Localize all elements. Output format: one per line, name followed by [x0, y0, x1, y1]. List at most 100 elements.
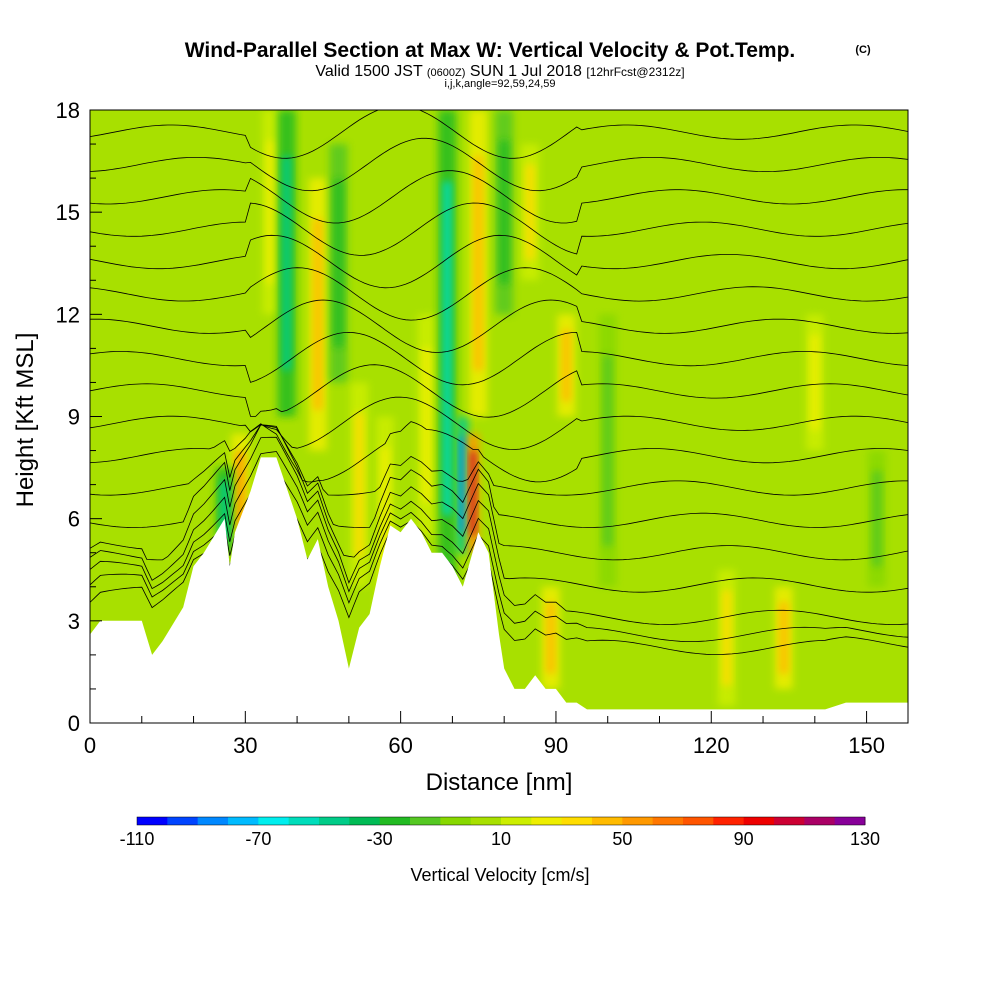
colorbar-swatch [319, 817, 350, 825]
x-tick-label: 120 [693, 733, 730, 758]
valid-prefix: Valid 1500 JST [315, 63, 423, 80]
w-plume-18 [722, 590, 732, 686]
potential-temperature-contours [90, 110, 908, 655]
theta-contour-4 [90, 436, 908, 561]
colorbar-swatch [197, 817, 229, 825]
colorbar-tick-label: -110 [120, 829, 155, 849]
colorbar-swatch [561, 817, 593, 825]
colorbar-swatch [683, 817, 714, 825]
colorbar-tick-label: 90 [734, 829, 754, 849]
valid-utc: (0600Z) [427, 67, 466, 79]
chart-title: Wind-Parallel Section at Max W: Vertical… [185, 39, 796, 62]
colorbar-tick-label: 130 [850, 829, 880, 849]
colorbar-swatch [137, 817, 168, 825]
colorbar-swatch [288, 817, 320, 825]
x-axis-label: Distance [nm] [426, 769, 573, 796]
y-tick-label: 3 [68, 609, 80, 634]
y-tick-label: 6 [68, 507, 80, 532]
w-plume-14 [525, 164, 535, 260]
y-tick-label: 9 [68, 405, 80, 430]
w-plume-12 [473, 155, 483, 371]
w-plume-20 [810, 334, 820, 431]
w-plume-9 [442, 181, 452, 516]
w-plume-11 [470, 451, 477, 535]
x-tick-label: 150 [848, 733, 885, 758]
w-plume-17 [603, 355, 613, 546]
theta-contour-10 [90, 331, 908, 386]
colorbar-swatch [470, 817, 502, 825]
valid-date: SUN 1 Jul 2018 [470, 63, 582, 80]
colorbar-tick-label: -70 [245, 829, 271, 849]
colorbar-swatch [834, 817, 866, 825]
colorbar-swatch [713, 817, 745, 825]
x-tick-label: 60 [388, 733, 412, 758]
colorbar-swatch [622, 817, 654, 825]
colorbar-tick-label: -30 [367, 829, 393, 849]
copyright-mark: (C) [855, 44, 871, 56]
colorbar-swatch [501, 817, 532, 825]
x-tick-label: 30 [233, 733, 257, 758]
w-plume-13 [499, 140, 509, 284]
w-plume-8 [422, 347, 432, 503]
y-tick-label: 18 [56, 98, 80, 123]
theta-contour-8 [90, 396, 908, 450]
w-plume-1 [220, 480, 230, 540]
colorbar-swatch [258, 817, 290, 825]
theta-contour-13 [90, 234, 908, 289]
y-axis: 0 3 6 9 12 15 18 [56, 98, 102, 736]
theta-contour-9 [90, 364, 908, 418]
theta-contour-2 [90, 468, 908, 626]
w-plume-6 [354, 413, 364, 557]
colorbar-frame [136, 816, 866, 826]
plot-area [90, 110, 908, 723]
colorbar-swatch [379, 817, 411, 825]
colorbar-swatch [410, 817, 441, 825]
theta-contour-7 [90, 421, 908, 483]
terrain-mask [90, 457, 908, 723]
theta-contour-16 [90, 137, 908, 192]
theta-contour-3 [90, 451, 908, 593]
w-plume-3 [282, 155, 292, 371]
colorbar-swatch [531, 817, 563, 825]
colorbar-swatch [440, 817, 472, 825]
y-tick-label: 12 [56, 302, 80, 327]
colorbar-tick-label: 10 [491, 829, 511, 849]
w-plume-16 [561, 329, 571, 402]
theta-contour-6 [90, 424, 908, 496]
colorbar-swatch [774, 817, 805, 825]
colorbar-swatch [228, 817, 259, 825]
w-plume-7 [380, 447, 390, 591]
y-tick-label: 15 [56, 200, 80, 225]
colorbar-swatch [592, 817, 623, 825]
w-plume-10 [459, 436, 466, 533]
w-plume-21 [872, 470, 882, 567]
colorbar: -110 -70 -30 10 50 90 130 [120, 816, 880, 849]
y-tick-label: 0 [68, 711, 80, 736]
w-plume-2 [266, 140, 276, 284]
w-plume-19 [779, 602, 789, 674]
colorbar-tick-label: 50 [612, 829, 632, 849]
w-plume-5 [334, 179, 344, 347]
colorbar-label: Vertical Velocity [cm/s] [410, 865, 589, 885]
theta-contour-12 [90, 267, 908, 321]
colorbar-swatch [167, 817, 199, 825]
w-plume-15 [546, 602, 556, 674]
theta-contour-14 [90, 202, 908, 256]
y-axis-label: Height [Kft MSL] [12, 333, 39, 508]
theta-contour-11 [90, 299, 908, 353]
grid-indices: i,j,k,angle=92,59,24,59 [444, 78, 555, 90]
colorbar-swatch [349, 817, 381, 825]
x-tick-label: 0 [84, 733, 96, 758]
theta-contour-5 [90, 424, 908, 528]
x-axis: 0 30 60 90 120 150 [84, 711, 885, 758]
w-plume-0 [235, 451, 245, 535]
colorbar-swatch [804, 817, 836, 825]
theta-contour-15 [90, 170, 908, 224]
theta-contour-17 [90, 110, 908, 159]
w-plume-4 [313, 218, 323, 410]
chart-subtitle: Valid 1500 JST (0600Z) SUN 1 Jul 2018 [1… [315, 63, 684, 80]
colorbar-swatch [652, 817, 684, 825]
x-tick-label: 90 [544, 733, 568, 758]
colorbar-swatch [743, 817, 775, 825]
